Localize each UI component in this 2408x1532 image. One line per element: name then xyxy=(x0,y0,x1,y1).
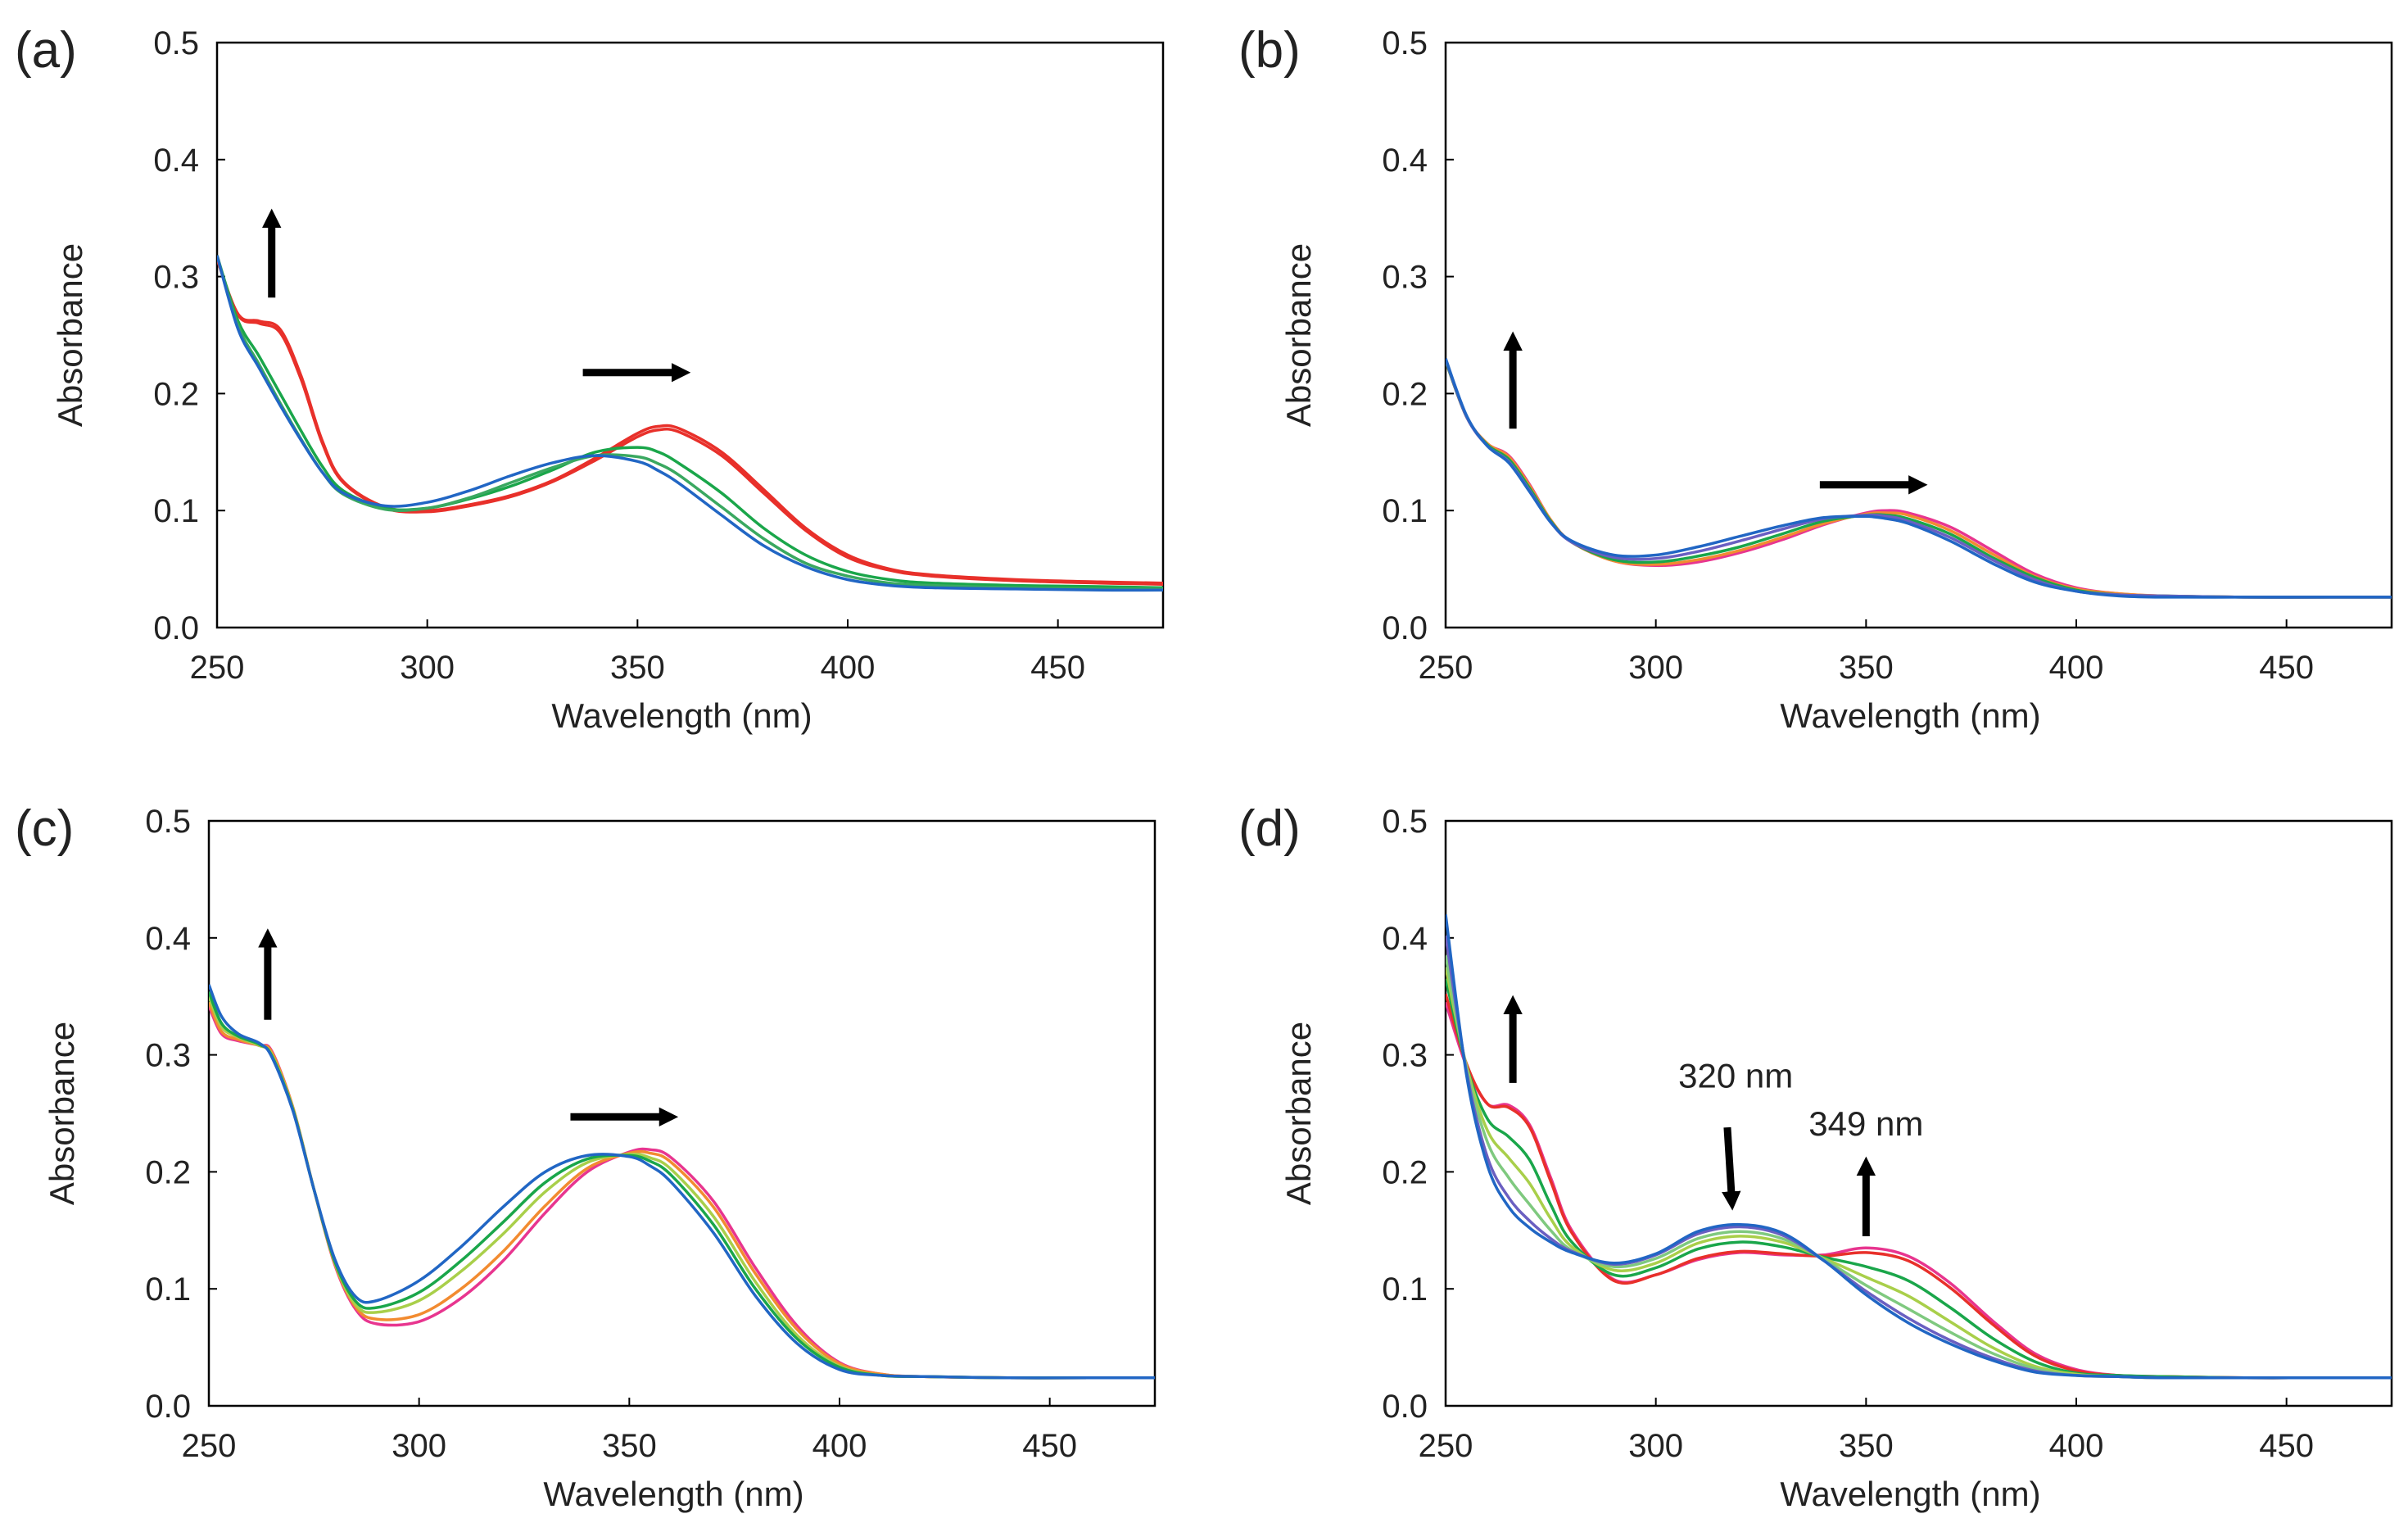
panel-c: 0.0 0.1 0.2 0.3 0.4 0.5 250 300 350 400 450 Wavelen… xyxy=(15,800,1156,1513)
x-tick-label: 350 xyxy=(610,650,665,686)
x-tick-label: 300 xyxy=(400,650,455,686)
x-tick-label: 300 xyxy=(1628,1428,1683,1464)
y-tick-label: 0.0 xyxy=(153,610,199,646)
x-tick-label: 250 xyxy=(1419,650,1473,686)
x-tick-label: 250 xyxy=(190,650,245,686)
plot-area xyxy=(1444,819,2393,1407)
panel-label: (b) xyxy=(1238,22,1301,79)
y-axis-label: Absorbance xyxy=(1279,243,1318,427)
y-tick-label: 0.1 xyxy=(153,493,199,529)
plot-area xyxy=(215,41,1165,629)
series-line-red-2 xyxy=(217,258,1163,586)
y-tick-label: 0.3 xyxy=(1382,1038,1428,1074)
series-line-green-1 xyxy=(217,255,1163,590)
x-tick-label: 250 xyxy=(182,1428,237,1464)
x-tick-label: 450 xyxy=(1030,650,1085,686)
x-tick-label: 400 xyxy=(821,650,876,686)
series-line-magenta xyxy=(1446,360,2392,599)
x-tick-label: 300 xyxy=(1628,650,1683,686)
x-axis-label: Wavelength (nm) xyxy=(1780,1475,2040,1513)
x-tick-label: 450 xyxy=(1022,1428,1077,1464)
y-axis-label: Absorbance xyxy=(43,1022,81,1205)
y-tick-label: 0.4 xyxy=(145,921,191,957)
series-line-green-2 xyxy=(217,255,1163,591)
y-tick-label: 0.5 xyxy=(1382,804,1428,840)
series-line-green xyxy=(209,990,1155,1380)
panel-a: 0.0 0.1 0.2 0.3 0.4 0.5 250 300 350 400 450 Wavelen… xyxy=(15,22,1165,735)
y-tick-label: 0.4 xyxy=(1382,143,1428,179)
y-tick-label: 0.5 xyxy=(1382,25,1428,61)
x-tick-label: 350 xyxy=(602,1428,657,1464)
y-tick-label: 0.3 xyxy=(145,1038,191,1074)
series-line-blue xyxy=(209,984,1155,1380)
y-tick-label: 0.5 xyxy=(153,25,199,61)
y-tick-label: 0.2 xyxy=(1382,1154,1428,1190)
x-axis-label: Wavelength (nm) xyxy=(551,696,812,735)
y-tick-label: 0.5 xyxy=(145,804,191,840)
x-tick-label: 400 xyxy=(812,1428,867,1464)
y-tick-label: 0.3 xyxy=(153,260,199,296)
series-line-orange xyxy=(209,1001,1155,1380)
y-axis-label: Absorbance xyxy=(51,243,89,427)
y-tick-label: 0.2 xyxy=(145,1154,191,1190)
x-tick-label: 350 xyxy=(1839,650,1894,686)
series-line-red-1 xyxy=(217,258,1163,585)
x-tick-label: 400 xyxy=(2049,650,2104,686)
plot-area xyxy=(1444,41,2393,629)
y-tick-label: 0.1 xyxy=(145,1271,191,1308)
y-tick-label: 0.3 xyxy=(1382,260,1428,296)
x-tick-label: 300 xyxy=(392,1428,446,1464)
y-tick-label: 0.0 xyxy=(1382,610,1428,646)
panel-label: (a) xyxy=(15,22,77,79)
y-axis-label: Absorbance xyxy=(1279,1022,1318,1205)
y-tick-label: 0.1 xyxy=(1382,493,1428,529)
y-tick-label: 0.0 xyxy=(145,1389,191,1425)
panel-b: 0.0 0.1 0.2 0.3 0.4 0.5 250 300 350 400 450 Wavelen… xyxy=(1238,22,2393,735)
panel-label: (c) xyxy=(15,800,74,857)
x-tick-label: 450 xyxy=(2259,1428,2314,1464)
x-tick-label: 250 xyxy=(1419,1428,1473,1464)
series-line-orange xyxy=(1446,360,2392,599)
series-line-lightgreen xyxy=(1446,954,2392,1380)
trend-arrow xyxy=(1722,1126,1741,1211)
series-line-red xyxy=(1446,993,2392,1380)
x-tick-label: 450 xyxy=(2259,650,2314,686)
series-line-green-1 xyxy=(1446,978,2392,1380)
series-line-purple xyxy=(1446,935,2392,1380)
y-tick-label: 0.0 xyxy=(1382,1389,1428,1425)
series-line-purple xyxy=(1446,359,2392,599)
panel-d: 0.0 0.1 0.2 0.3 0.4 0.5 250 300 350 400 450 Wavelen… xyxy=(1238,800,2393,1513)
x-tick-label: 400 xyxy=(2049,1428,2104,1464)
y-tick-label: 0.1 xyxy=(1382,1271,1428,1308)
series-line-green xyxy=(1446,360,2392,599)
y-tick-label: 0.2 xyxy=(153,376,199,412)
series-line-magenta xyxy=(1446,1001,2392,1380)
series-line-blue xyxy=(1446,913,2392,1380)
series-line-blue xyxy=(217,255,1163,592)
y-tick-label: 0.4 xyxy=(153,143,199,179)
x-tick-label: 350 xyxy=(1839,1428,1894,1464)
y-tick-label: 0.2 xyxy=(1382,376,1428,412)
series-line-blue xyxy=(1446,357,2392,599)
annotation-label: 349 nm xyxy=(1808,1104,1923,1143)
panel-label: (d) xyxy=(1238,800,1301,857)
x-axis-label: Wavelength (nm) xyxy=(1780,696,2040,735)
plot-area xyxy=(207,819,1156,1407)
x-axis-label: Wavelength (nm) xyxy=(543,1475,803,1513)
annotation-label: 320 nm xyxy=(1678,1057,1793,1095)
y-tick-label: 0.4 xyxy=(1382,921,1428,957)
